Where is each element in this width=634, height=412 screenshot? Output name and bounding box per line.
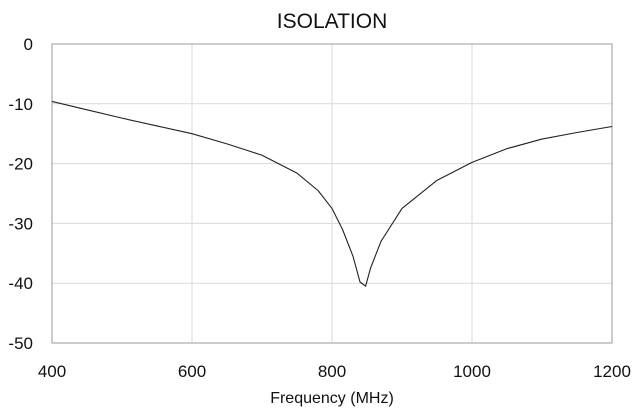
x-tick-label: 600 [178,362,206,381]
plot-area-frame [51,43,613,344]
x-tick-labels: 400 600 800 1000 1200 [38,362,631,381]
x-axis-title: Frequency (MHz) [270,390,394,407]
y-tick-label: -20 [8,155,33,174]
y-tick-label: -40 [8,274,33,293]
y-tick-labels: 0 -10 -20 -30 -40 -50 [8,35,33,353]
chart-title: ISOLATION [277,10,387,33]
x-tick-label: 800 [318,362,346,381]
y-tick-label: -10 [8,95,33,114]
x-tick-label: 1000 [453,362,491,381]
x-tick-label: 1200 [593,362,631,381]
x-tick-label: 400 [38,362,66,381]
y-tick-label: -30 [8,214,33,233]
y-tick-label: 0 [24,35,33,54]
y-tick-label: -50 [8,334,33,353]
isolation-series-line [51,100,613,287]
grid-lines [51,43,613,344]
series-layer [51,100,613,287]
